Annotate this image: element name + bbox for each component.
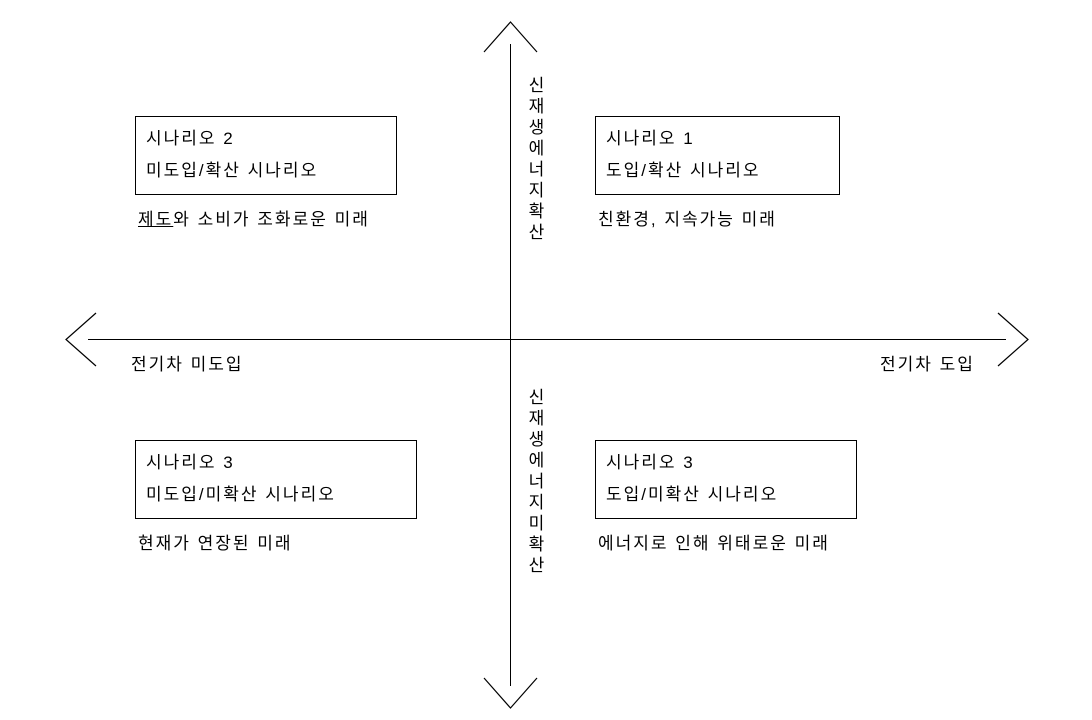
axis-label-left: 전기차 미도입 (131, 350, 244, 375)
scenario-4-subtitle: 도입/미확산 시나리오 (606, 479, 846, 511)
scenario-3-box: 시나리오 3 미도입/미확산 시나리오 (135, 440, 417, 519)
scenario-1-box: 시나리오 1 도입/확산 시나리오 (595, 116, 840, 195)
quadrant-diagram: 신재생에너지확산 신재생에너지미확산 전기차 미도입 전기차 도입 시나리오 2… (0, 0, 1092, 720)
arrow-down-icon (482, 676, 539, 712)
scenario-2-desc-rest: 와 소비가 조화로운 미래 (173, 210, 370, 229)
axis-label-top: 신재생에너지확산 (526, 76, 543, 244)
arrow-up-icon (482, 18, 539, 54)
scenario-4-desc: 에너지로 인해 위태로운 미래 (598, 529, 830, 554)
axis-label-right: 전기차 도입 (880, 350, 975, 375)
arrow-right-icon (996, 311, 1032, 368)
scenario-3-title: 시나리오 3 (146, 447, 406, 479)
arrow-left-icon (62, 311, 98, 368)
axis-label-bottom: 신재생에너지미확산 (526, 388, 543, 577)
scenario-2-desc: 제도와 소비가 조화로운 미래 (138, 205, 370, 230)
scenario-1-desc: 친환경, 지속가능 미래 (598, 205, 777, 230)
scenario-2-desc-underline: 제도 (138, 210, 173, 229)
scenario-1-title: 시나리오 1 (606, 123, 829, 155)
scenario-4-title: 시나리오 3 (606, 447, 846, 479)
vertical-axis-line (510, 44, 511, 686)
scenario-3-subtitle: 미도입/미확산 시나리오 (146, 479, 406, 511)
scenario-2-title: 시나리오 2 (146, 123, 386, 155)
scenario-2-box: 시나리오 2 미도입/확산 시나리오 (135, 116, 397, 195)
scenario-3-desc: 현재가 연장된 미래 (138, 529, 293, 554)
scenario-4-box: 시나리오 3 도입/미확산 시나리오 (595, 440, 857, 519)
scenario-1-subtitle: 도입/확산 시나리오 (606, 155, 829, 187)
scenario-2-subtitle: 미도입/확산 시나리오 (146, 155, 386, 187)
horizontal-axis-line (88, 339, 1006, 340)
